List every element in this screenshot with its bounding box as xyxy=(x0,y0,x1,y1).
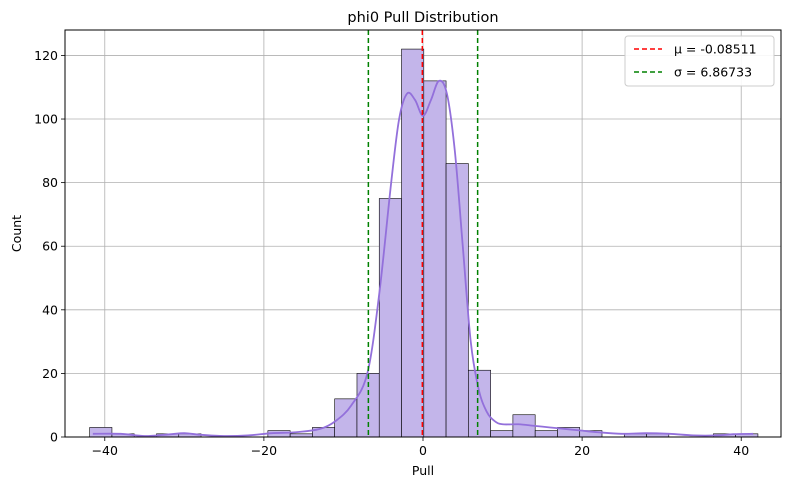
y-tick-label: 40 xyxy=(42,302,58,317)
histogram-bar xyxy=(89,427,113,438)
x-tick-label: 40 xyxy=(733,443,749,458)
histogram-bars xyxy=(89,48,759,438)
x-tick-label: 0 xyxy=(419,443,427,458)
legend: μ = -0.08511 σ = 6.86733 xyxy=(624,35,775,87)
x-axis-ticks: −40 −20 0 20 40 xyxy=(92,437,749,458)
y-tick-label: 100 xyxy=(34,112,58,127)
histogram-bar xyxy=(334,398,358,438)
histogram-bar xyxy=(401,48,425,438)
y-tick-label: 20 xyxy=(42,366,58,381)
x-tick-label: −40 xyxy=(92,443,118,458)
x-tick-label: −20 xyxy=(251,443,277,458)
histogram-bar xyxy=(378,198,402,438)
y-axis-label: Count xyxy=(9,215,24,252)
reference-lines xyxy=(367,30,479,437)
y-tick-label: 0 xyxy=(50,430,58,445)
y-tick-label: 120 xyxy=(34,48,58,63)
y-tick-label: 60 xyxy=(42,239,58,254)
x-axis-label: Pull xyxy=(412,463,434,478)
y-tick-label: 80 xyxy=(42,175,58,190)
x-tick-label: 20 xyxy=(574,443,590,458)
kde-curve xyxy=(92,79,754,437)
chart-title: phi0 Pull Distribution xyxy=(347,10,498,26)
histogram-bar xyxy=(490,430,514,438)
histogram-bar xyxy=(534,430,558,438)
legend-sigma-label: σ = 6.86733 xyxy=(674,65,752,80)
histogram-bar xyxy=(468,369,491,438)
histogram-bar xyxy=(312,427,335,438)
histogram-bar xyxy=(445,163,469,438)
legend-mu-label: μ = -0.08511 xyxy=(674,42,757,57)
y-axis-ticks: 0 20 40 60 80 100 120 xyxy=(34,48,65,445)
histogram-bar xyxy=(423,80,447,438)
legend-box xyxy=(624,35,775,87)
